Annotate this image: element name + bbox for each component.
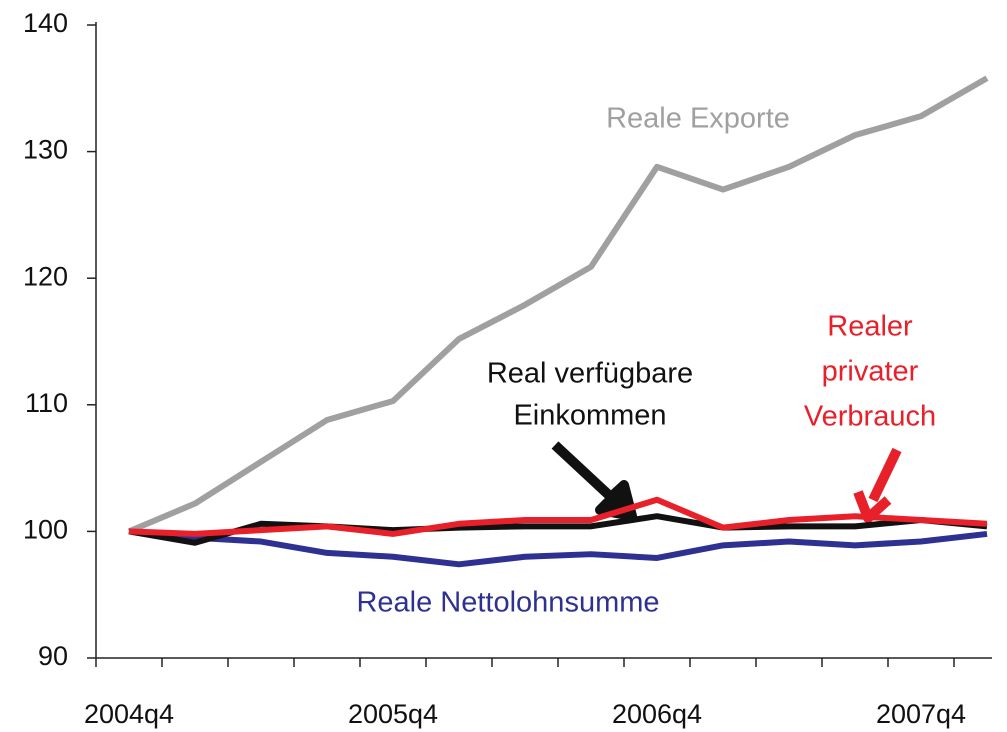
line-series [128,496,988,537]
series-label: Real verfügbare [487,358,693,390]
series-label: Realer [827,311,913,343]
series-label: Verbrauch [804,401,936,433]
x-tick-label: 2005q4 [348,699,438,729]
x-tick-label: 2004q4 [84,699,174,729]
y-tick-label: 90 [38,641,68,671]
arrow [551,441,637,521]
series-label: Einkommen [513,400,666,432]
y-tick-label: 100 [23,515,68,545]
y-tick-label: 140 [23,8,68,38]
x-tick-label: 2006q4 [612,699,702,729]
y-tick-label: 120 [23,261,68,291]
line-series [127,75,989,535]
line-series [128,528,988,568]
series-label: Reale Nettolohnsumme [356,587,659,619]
arrow [853,447,902,523]
line-series [128,513,988,546]
y-tick-label: 130 [23,135,68,165]
series-label: Reale Exporte [606,103,790,135]
y-tick-label: 110 [25,388,68,418]
x-tick-label: 2007q4 [876,699,966,729]
series-label: privater [822,356,919,388]
